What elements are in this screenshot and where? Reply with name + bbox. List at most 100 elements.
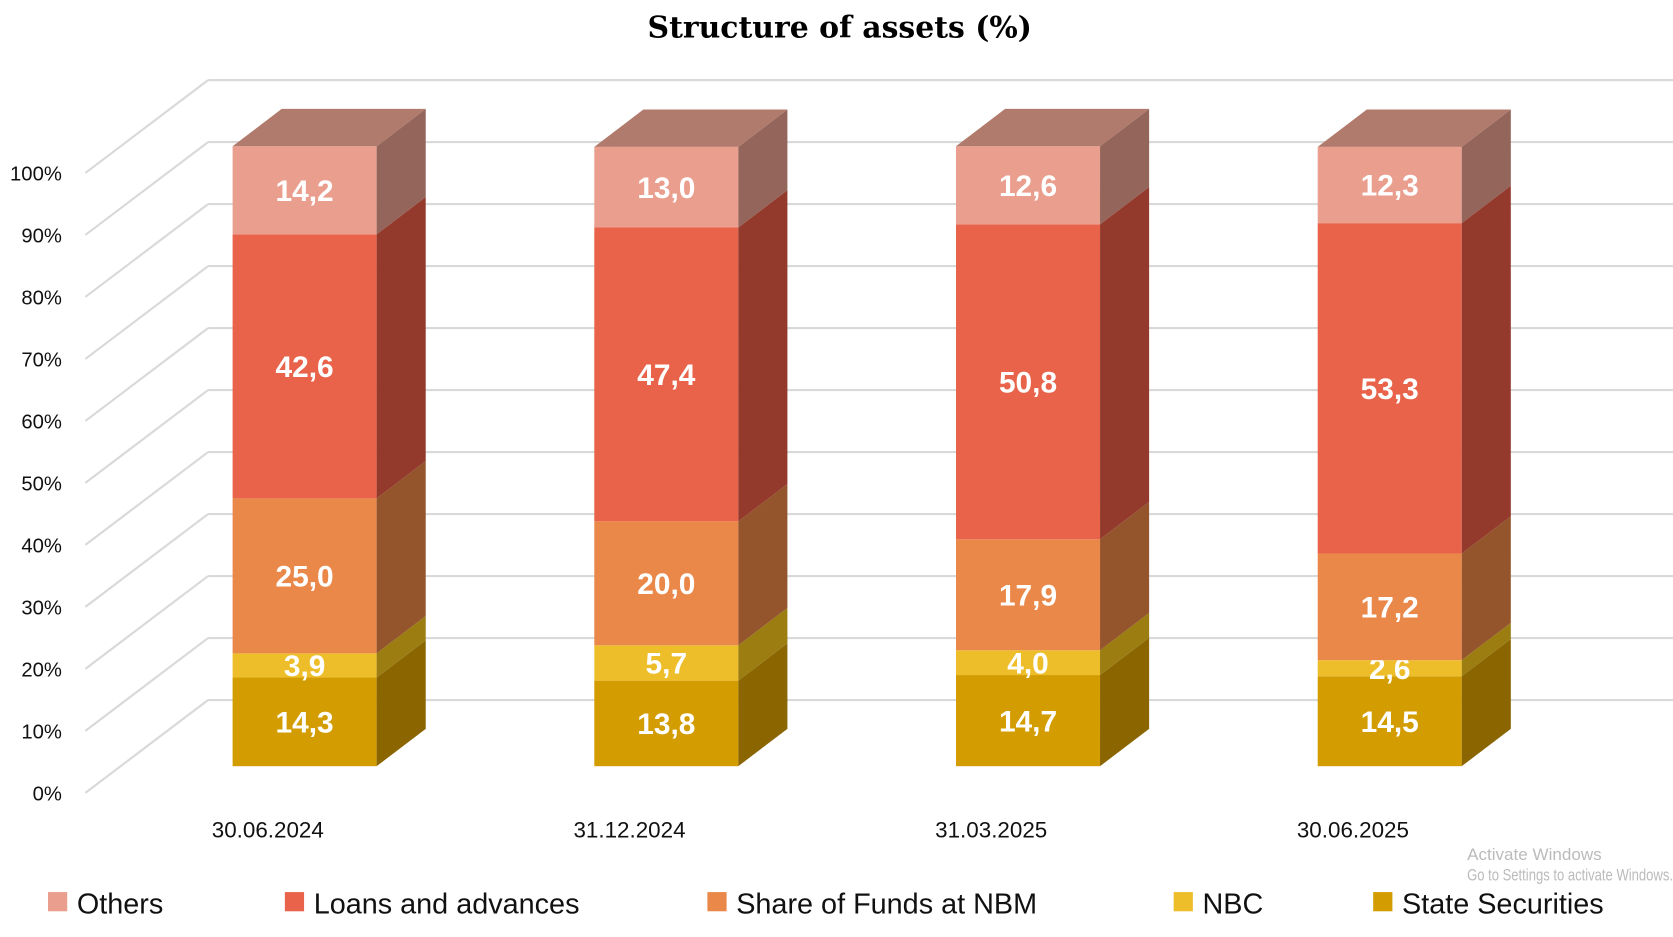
bar-segment — [1317, 660, 1462, 677]
bar-segment — [1317, 553, 1462, 661]
legend: Others Loans and advances Share of Funds a… — [48, 888, 1604, 920]
y-tick-label: 20% — [21, 659, 62, 681]
legend-swatch — [1373, 892, 1393, 912]
bar-segment-side — [738, 190, 788, 522]
y-tick-label: 70% — [21, 349, 62, 371]
legend-label: State Securities — [1402, 888, 1604, 920]
data-label: 17,2 — [1361, 592, 1419, 625]
gridline-diagonal — [84, 451, 209, 546]
data-label: 14,5 — [1361, 706, 1419, 739]
gridline-diagonal — [84, 203, 209, 298]
bar-segment-side — [1461, 109, 1511, 224]
legend-swatch — [284, 892, 305, 912]
data-label: 13,0 — [637, 172, 695, 205]
bar-segment — [594, 227, 739, 522]
y-tick-label: 100% — [10, 163, 62, 185]
y-tick-label: 30% — [21, 597, 62, 619]
legend-label: NBC — [1202, 888, 1263, 920]
gridline-diagonal — [84, 327, 209, 422]
data-label: 42,6 — [276, 351, 334, 384]
chart-title: Structure of assets (%) — [648, 10, 1032, 45]
y-tick-label: 60% — [21, 411, 62, 433]
data-label: 14,2 — [276, 175, 334, 208]
bar-segment — [232, 653, 377, 678]
gridline-diagonal — [84, 79, 209, 174]
bar-top — [956, 108, 1150, 147]
bar-segment — [956, 146, 1101, 225]
data-label: 50,8 — [999, 367, 1057, 400]
bar-top — [594, 109, 788, 147]
bar-segment — [594, 680, 739, 767]
bar-segment — [594, 645, 739, 681]
data-label: 13,8 — [637, 708, 695, 741]
bar-segment — [1317, 223, 1462, 554]
gridline-diagonal — [84, 575, 209, 670]
bar-segment-side — [738, 643, 788, 767]
watermark-line1: Activate Windows — [1467, 845, 1602, 864]
bar-segment — [232, 498, 377, 654]
bar-segment-side — [376, 640, 426, 767]
data-label: 14,3 — [276, 707, 334, 740]
data-label: 20,0 — [637, 568, 695, 601]
watermark-line2: Go to Settings to activate Windows. — [1467, 865, 1673, 884]
bar-segment — [956, 224, 1101, 540]
bar-segment — [232, 234, 377, 499]
y-tick-label: 40% — [21, 535, 62, 557]
bar-segment — [956, 675, 1101, 767]
x-tick-label: 30.06.2024 — [212, 818, 324, 843]
y-tick-label: 80% — [21, 287, 62, 309]
data-label: 47,4 — [637, 359, 696, 392]
y-tick-label: 90% — [21, 225, 62, 247]
bar-segment-side — [1100, 108, 1150, 225]
data-label: 25,0 — [276, 561, 334, 594]
bar-segment-side — [1100, 501, 1150, 651]
bar-segment-side — [738, 483, 788, 646]
legend-swatch — [1173, 892, 1193, 912]
bars: 14,3 3,9 25,0 42,6 14,2 13,8 5,7 20,0 47,4 13,0 14… — [232, 108, 1511, 767]
bar-segment-side — [376, 616, 426, 678]
bar-segment — [232, 146, 377, 235]
gridline-diagonal — [84, 141, 209, 236]
x-tick-label: 30.06.2025 — [1297, 818, 1409, 843]
legend-swatch — [707, 892, 727, 912]
y-axis: 0% 10% 20% 30% 40% 50% 60% 70% 80% 90% 100% — [10, 163, 62, 805]
bar-segment — [1317, 676, 1462, 767]
bar-segment — [594, 146, 739, 228]
data-label: 53,3 — [1361, 373, 1419, 406]
gridline-diagonal — [84, 699, 209, 794]
bar-segment — [956, 539, 1101, 651]
data-label: 4,0 — [1007, 647, 1049, 680]
bar-top — [232, 108, 426, 147]
bar-segment-side — [1461, 185, 1511, 554]
gridline-diagonal — [84, 265, 209, 360]
y-tick-label: 0% — [33, 783, 62, 805]
legend-swatch — [48, 892, 68, 912]
bar-segment-side — [1461, 516, 1511, 661]
x-tick-label: 31.03.2025 — [935, 818, 1047, 843]
legend-label: Loans and advances — [314, 888, 580, 920]
bar-top — [1317, 109, 1511, 147]
bar-segment-side — [376, 196, 426, 499]
data-label: 3,9 — [284, 650, 326, 683]
legend-label: Share of Funds at NBM — [736, 888, 1037, 920]
bar-segment-side — [1100, 637, 1150, 767]
bar-segment — [956, 650, 1101, 676]
y-tick-label: 10% — [21, 721, 62, 743]
bar-segment — [594, 521, 739, 646]
data-label: 12,3 — [1361, 170, 1419, 203]
bar-segment-side — [1461, 622, 1511, 677]
bar-segment-side — [738, 607, 788, 681]
bar-segment-side — [376, 461, 426, 654]
gridline-diagonal — [84, 389, 209, 484]
legend-label: Others — [77, 888, 163, 920]
data-label: 14,7 — [999, 705, 1057, 738]
bar-segment — [1317, 146, 1462, 224]
bar-segment-side — [376, 108, 426, 235]
gridline-diagonal — [84, 637, 209, 732]
bar-segment-side — [738, 109, 788, 228]
gridline-diagonal — [84, 513, 209, 608]
data-label: 12,6 — [999, 170, 1057, 203]
bar-segment-side — [1100, 187, 1150, 540]
bar-segment — [232, 677, 377, 767]
x-axis: 30.06.2024 31.12.2024 31.03.2025 30.06.2025 — [212, 818, 1409, 843]
